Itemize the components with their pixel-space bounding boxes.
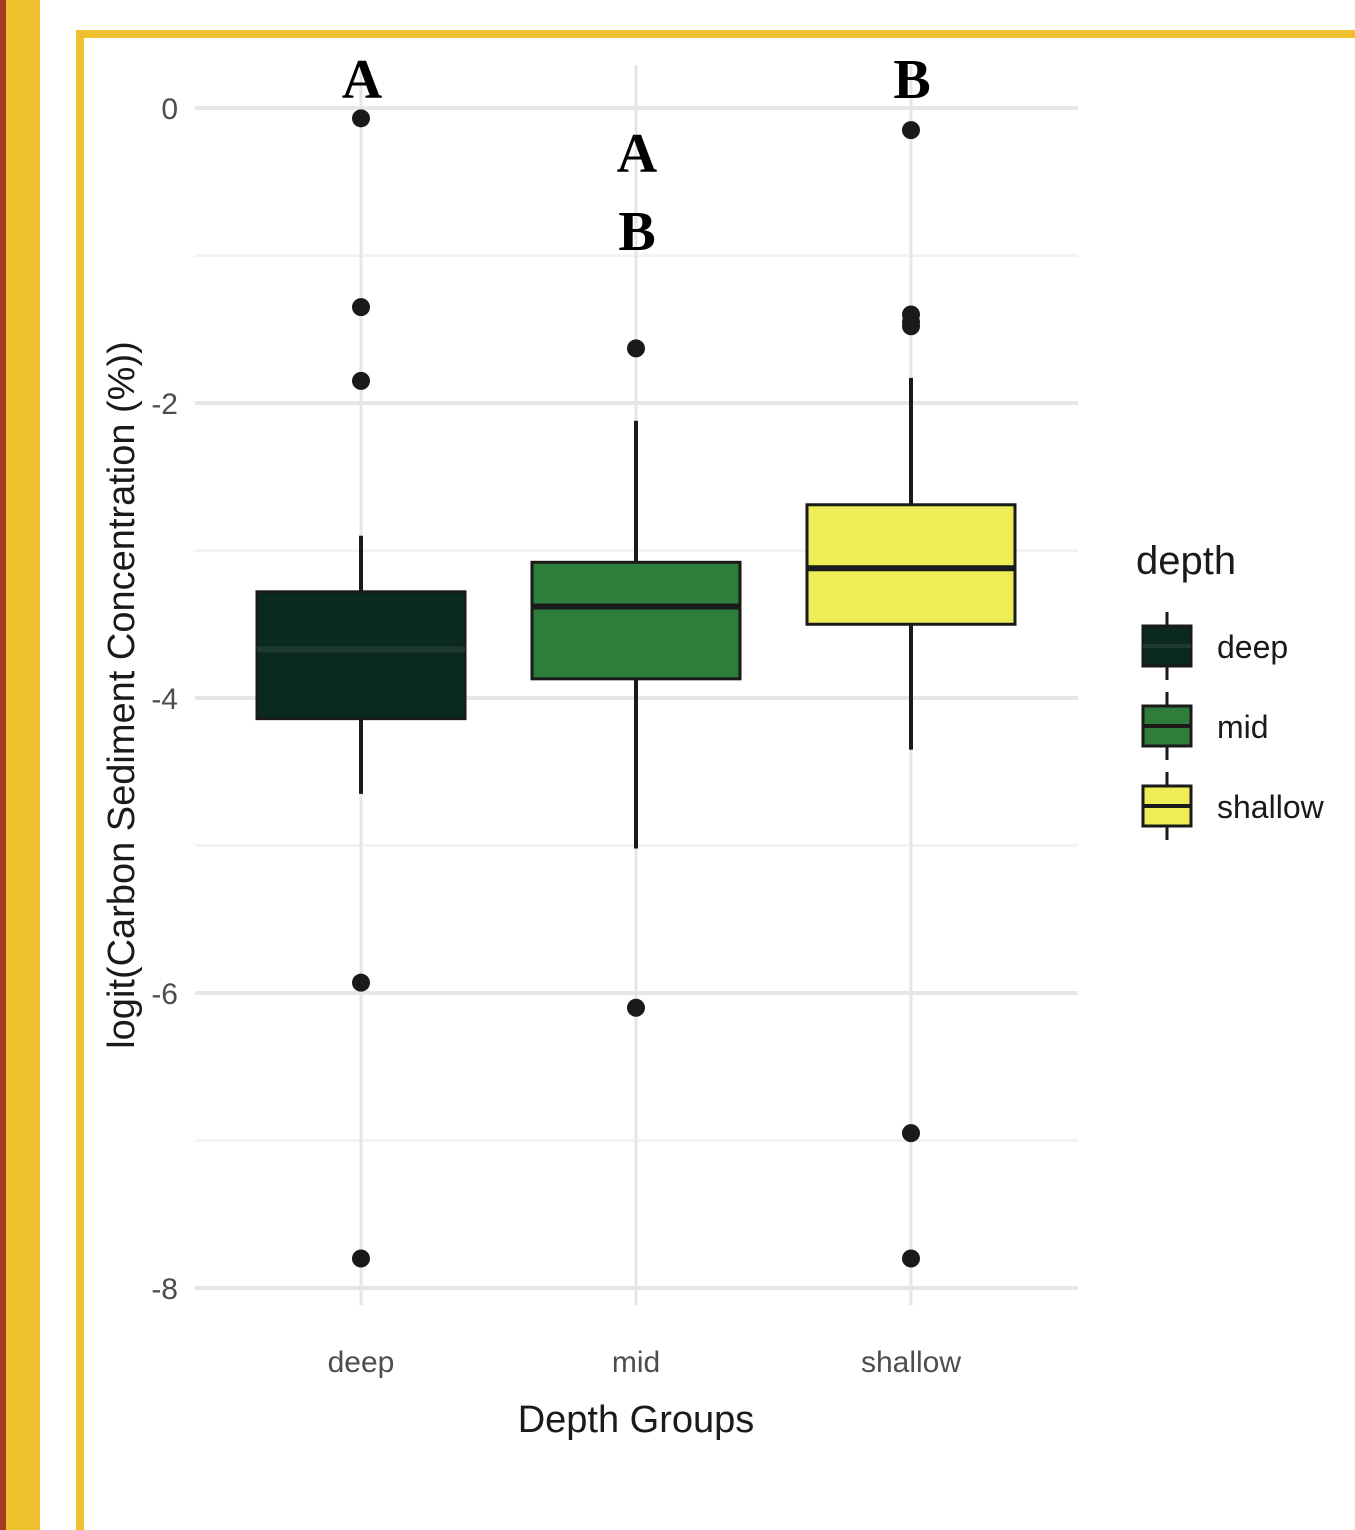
box-shallow <box>805 503 1017 626</box>
legend-title: depth <box>1136 539 1236 583</box>
x-tick-label: deep <box>328 1346 395 1379</box>
x-tick-label: mid <box>612 1346 660 1379</box>
frame-left-border <box>76 30 84 1530</box>
legend-label: mid <box>1217 709 1269 745</box>
box-deep <box>255 590 467 721</box>
outlier-point <box>902 1124 920 1143</box>
boxes <box>255 109 1017 1268</box>
legend-label: deep <box>1217 629 1288 665</box>
outlier-point <box>352 371 370 390</box>
tick-labels: 0 -2 -4 -6 -8 deep mid shallow <box>151 93 961 1379</box>
significance-letter: A <box>342 49 383 111</box>
y-tick-label: -6 <box>151 978 178 1011</box>
outlier-point <box>902 317 920 336</box>
y-tick-label: -2 <box>151 388 178 421</box>
outlier-point <box>627 339 645 358</box>
outlier-point <box>627 998 645 1017</box>
y-tick-label: -4 <box>151 683 178 716</box>
left-decor-edge <box>0 0 6 1530</box>
box-mid <box>530 560 742 681</box>
frame-top-border <box>76 30 1355 38</box>
outlier-point <box>352 109 370 128</box>
outlier-point <box>352 1249 370 1268</box>
left-decor-strip <box>0 0 40 1530</box>
outlier-point <box>902 121 920 140</box>
legend-label: shallow <box>1217 789 1325 825</box>
outlier-point <box>902 1249 920 1268</box>
y-axis-title: logit(Carbon Sediment Concentration (%)) <box>101 341 143 1049</box>
outlier-point <box>352 973 370 992</box>
y-tick-label: -8 <box>151 1273 178 1306</box>
x-axis-title: Depth Groups <box>518 1399 755 1441</box>
outlier-point <box>352 298 370 317</box>
significance-letter: B <box>618 201 655 263</box>
significance-letter: B <box>893 49 930 111</box>
significance-letter: A <box>617 123 658 185</box>
y-tick-label: 0 <box>161 93 178 126</box>
legend-keys: deep mid shallow <box>1141 612 1325 840</box>
x-tick-label: shallow <box>861 1346 961 1379</box>
legend: depth deep mid shallow <box>1136 539 1325 840</box>
